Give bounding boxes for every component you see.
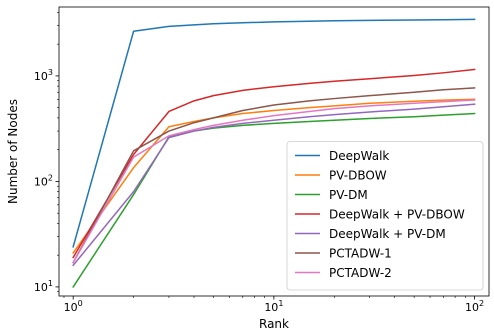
- legend-label: DeepWalk + PV-DM: [329, 227, 446, 241]
- legend-label: DeepWalk + PV-DBOW: [329, 208, 465, 222]
- legend-label: PV-DM: [329, 188, 368, 202]
- series-line-deepwalk-pv-dbow: [72, 68, 476, 259]
- series-line-pctadw-1: [72, 87, 476, 264]
- x-axis-label: Rank: [259, 317, 289, 331]
- y-tick-label: 101: [34, 279, 53, 294]
- x-tick-label: 100: [64, 299, 83, 314]
- series-group: [72, 18, 476, 288]
- x-tick-label: 102: [465, 299, 484, 314]
- x-axis-ticks: 100 101 102: [64, 296, 484, 314]
- legend-label: PCTADW-1: [329, 247, 392, 261]
- y-axis-label: Number of Nodes: [6, 99, 20, 204]
- legend-label: DeepWalk: [329, 149, 389, 163]
- legend-label: PV-DBOW: [329, 169, 387, 183]
- legend-box: [286, 141, 484, 291]
- legend: DeepWalk PV-DBOW PV-DM DeepWalk + PV-DBOW De…: [286, 141, 484, 291]
- y-tick-label: 103: [34, 68, 53, 83]
- y-axis-ticks: 101 102 103: [34, 12, 59, 294]
- series-line-deepwalk: [72, 18, 476, 248]
- series-line-pctadw-2: [72, 99, 476, 264]
- y-tick-label: 102: [34, 173, 53, 188]
- x-tick-label: 101: [264, 299, 283, 314]
- series-line-deepwalk-pv-dm: [72, 103, 476, 267]
- legend-label: PCTADW-2: [329, 266, 392, 280]
- series-line-pv-dbow: [72, 98, 476, 254]
